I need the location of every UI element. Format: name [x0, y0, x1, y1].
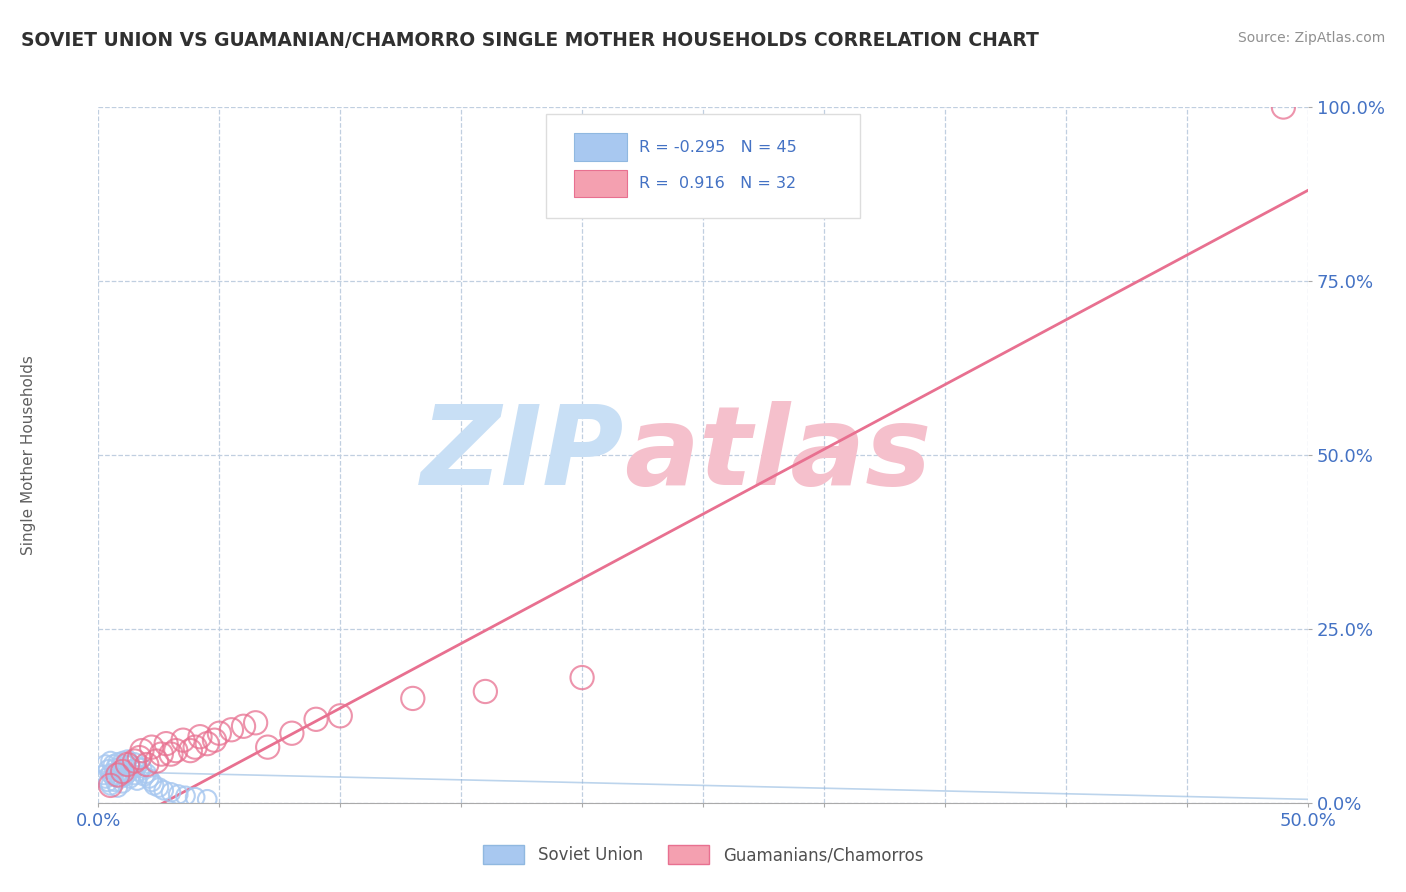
Point [118, 772, 141, 786]
Point [121, 763, 143, 777]
Point [256, 740, 278, 755]
Point [114, 757, 136, 772]
Point [118, 757, 141, 772]
Point [104, 775, 127, 789]
Legend: Soviet Union, Guamanians/Chamorros: Soviet Union, Guamanians/Chamorros [477, 838, 929, 871]
Point [160, 747, 183, 761]
Point [138, 772, 160, 786]
Point [100, 778, 122, 792]
Point [124, 754, 146, 768]
Point [135, 757, 157, 772]
Point [188, 730, 211, 744]
Point [94, 772, 117, 786]
Text: atlas: atlas [624, 401, 932, 508]
Point [184, 740, 207, 755]
Point [208, 726, 231, 740]
Point [179, 744, 201, 758]
FancyBboxPatch shape [574, 169, 627, 197]
Point [195, 737, 218, 751]
Point [117, 757, 139, 772]
FancyBboxPatch shape [546, 114, 860, 219]
Point [148, 780, 170, 795]
Point [108, 759, 131, 773]
Point [150, 747, 173, 761]
Point [245, 715, 267, 730]
Point [571, 671, 593, 685]
Point [117, 753, 139, 767]
Point [117, 766, 139, 780]
Point [131, 744, 153, 758]
Point [165, 744, 187, 758]
Text: ZIP: ZIP [420, 401, 624, 508]
Point [101, 769, 124, 783]
Point [108, 772, 131, 786]
Point [134, 769, 156, 783]
Point [141, 775, 163, 789]
Point [128, 750, 150, 764]
Point [172, 733, 194, 747]
Point [114, 769, 136, 783]
Point [155, 737, 177, 751]
Point [305, 712, 328, 726]
Y-axis label: Single Mother Households: Single Mother Households [21, 355, 37, 555]
Point [329, 708, 352, 723]
Point [474, 684, 496, 698]
Point [141, 740, 163, 755]
Point [100, 766, 122, 780]
Point [143, 778, 166, 792]
Point [100, 754, 122, 768]
Point [167, 788, 190, 802]
Point [124, 756, 146, 770]
Point [107, 768, 129, 782]
Point [111, 764, 134, 779]
Point [104, 761, 127, 775]
Text: Source: ZipAtlas.com: Source: ZipAtlas.com [1237, 31, 1385, 45]
Point [232, 719, 254, 733]
Point [160, 785, 183, 799]
Point [135, 766, 157, 780]
Point [128, 764, 150, 779]
Point [107, 756, 129, 770]
Text: SOVIET UNION VS GUAMANIAN/CHAMORRO SINGLE MOTHER HOUSEHOLDS CORRELATION CHART: SOVIET UNION VS GUAMANIAN/CHAMORRO SINGL… [21, 31, 1039, 50]
Point [97, 763, 120, 777]
Point [131, 761, 153, 775]
FancyBboxPatch shape [574, 134, 627, 161]
Point [107, 768, 129, 782]
Point [1272, 100, 1295, 114]
Point [145, 754, 167, 768]
Point [127, 759, 149, 773]
Point [97, 775, 120, 789]
Point [221, 723, 243, 737]
Point [111, 754, 134, 768]
Point [94, 757, 117, 772]
Point [111, 776, 134, 790]
Text: R =  0.916   N = 32: R = 0.916 N = 32 [638, 176, 796, 191]
Point [195, 792, 218, 806]
Point [91, 768, 114, 782]
Point [124, 768, 146, 782]
Point [101, 757, 124, 772]
Point [402, 691, 425, 706]
Point [100, 778, 122, 792]
Point [204, 733, 226, 747]
Point [111, 764, 134, 779]
Point [107, 780, 129, 795]
Text: R = -0.295   N = 45: R = -0.295 N = 45 [638, 139, 797, 154]
Point [184, 790, 207, 805]
Point [127, 773, 149, 788]
Point [174, 789, 197, 803]
Point [152, 783, 174, 797]
Point [281, 726, 304, 740]
